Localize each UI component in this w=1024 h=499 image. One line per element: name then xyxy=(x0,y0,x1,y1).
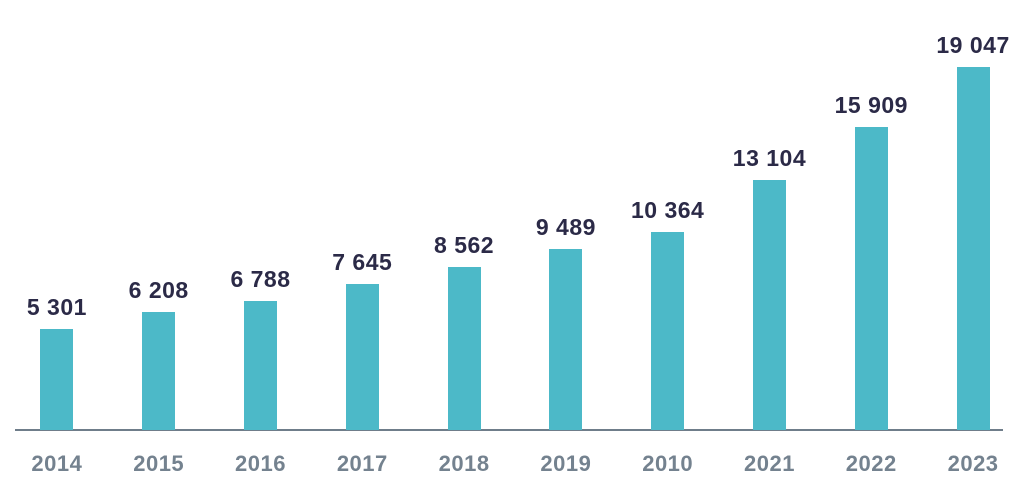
x-axis-tick-label: 2021 xyxy=(744,451,795,476)
bar xyxy=(956,67,990,430)
x-axis-tick-label: 2016 xyxy=(235,451,286,476)
bar-value-label: 6 788 xyxy=(230,265,291,292)
bar-group: 9 489 xyxy=(515,0,617,430)
x-axis-tick-labels: 2014 2015 2016 2017 2018 2019 2010 2021 2022 2023 xyxy=(6,452,1024,476)
x-axis-tick-label: 2018 xyxy=(438,451,490,476)
x-axis-tick-label: 2023 xyxy=(947,451,999,476)
bar-group: 13 104 xyxy=(719,0,821,430)
bar-group: 5 301 xyxy=(6,0,108,430)
bar xyxy=(447,267,481,430)
x-axis-tick-label: 2022 xyxy=(845,451,897,476)
x-axis-tick-label: 2019 xyxy=(540,451,592,476)
x-axis-tick-label: 2014 xyxy=(31,451,83,476)
bar xyxy=(752,180,786,430)
bar-group: 10 364 xyxy=(617,0,719,430)
bar xyxy=(651,232,685,430)
bar-group: 6 208 xyxy=(108,0,210,430)
bar-value-label: 6 208 xyxy=(128,276,189,303)
x-axis-tick-label: 2010 xyxy=(642,451,694,476)
bar-group: 8 562 xyxy=(413,0,515,430)
bar-value-label: 19 047 xyxy=(936,31,1010,58)
x-axis-line xyxy=(15,429,1003,431)
bar-value-label: 9 489 xyxy=(535,213,596,240)
bar-value-label: 8 562 xyxy=(434,231,495,258)
bar-group: 15 909 xyxy=(820,0,922,430)
bar-value-label: 10 364 xyxy=(631,196,705,223)
x-axis-tick-label: 2017 xyxy=(336,451,388,476)
bar-value-label: 5 301 xyxy=(26,293,87,320)
bar-value-label: 7 645 xyxy=(332,248,393,275)
bar xyxy=(345,284,379,430)
bar-group: 19 047 xyxy=(922,0,1024,430)
bar xyxy=(549,249,583,430)
bar xyxy=(854,127,888,430)
bar-value-label: 13 104 xyxy=(732,144,807,171)
bar xyxy=(142,312,176,430)
bar xyxy=(243,301,277,430)
x-axis-tick-label: 2015 xyxy=(133,451,185,476)
bar-value-label: 15 909 xyxy=(834,91,908,118)
bar-group: 6 788 xyxy=(210,0,312,430)
bar-group: 7 645 xyxy=(311,0,413,430)
bars-row: 5 301 6 208 6 788 7 645 8 562 9 489 10 364 13 1… xyxy=(6,0,1024,430)
bar xyxy=(40,329,74,430)
